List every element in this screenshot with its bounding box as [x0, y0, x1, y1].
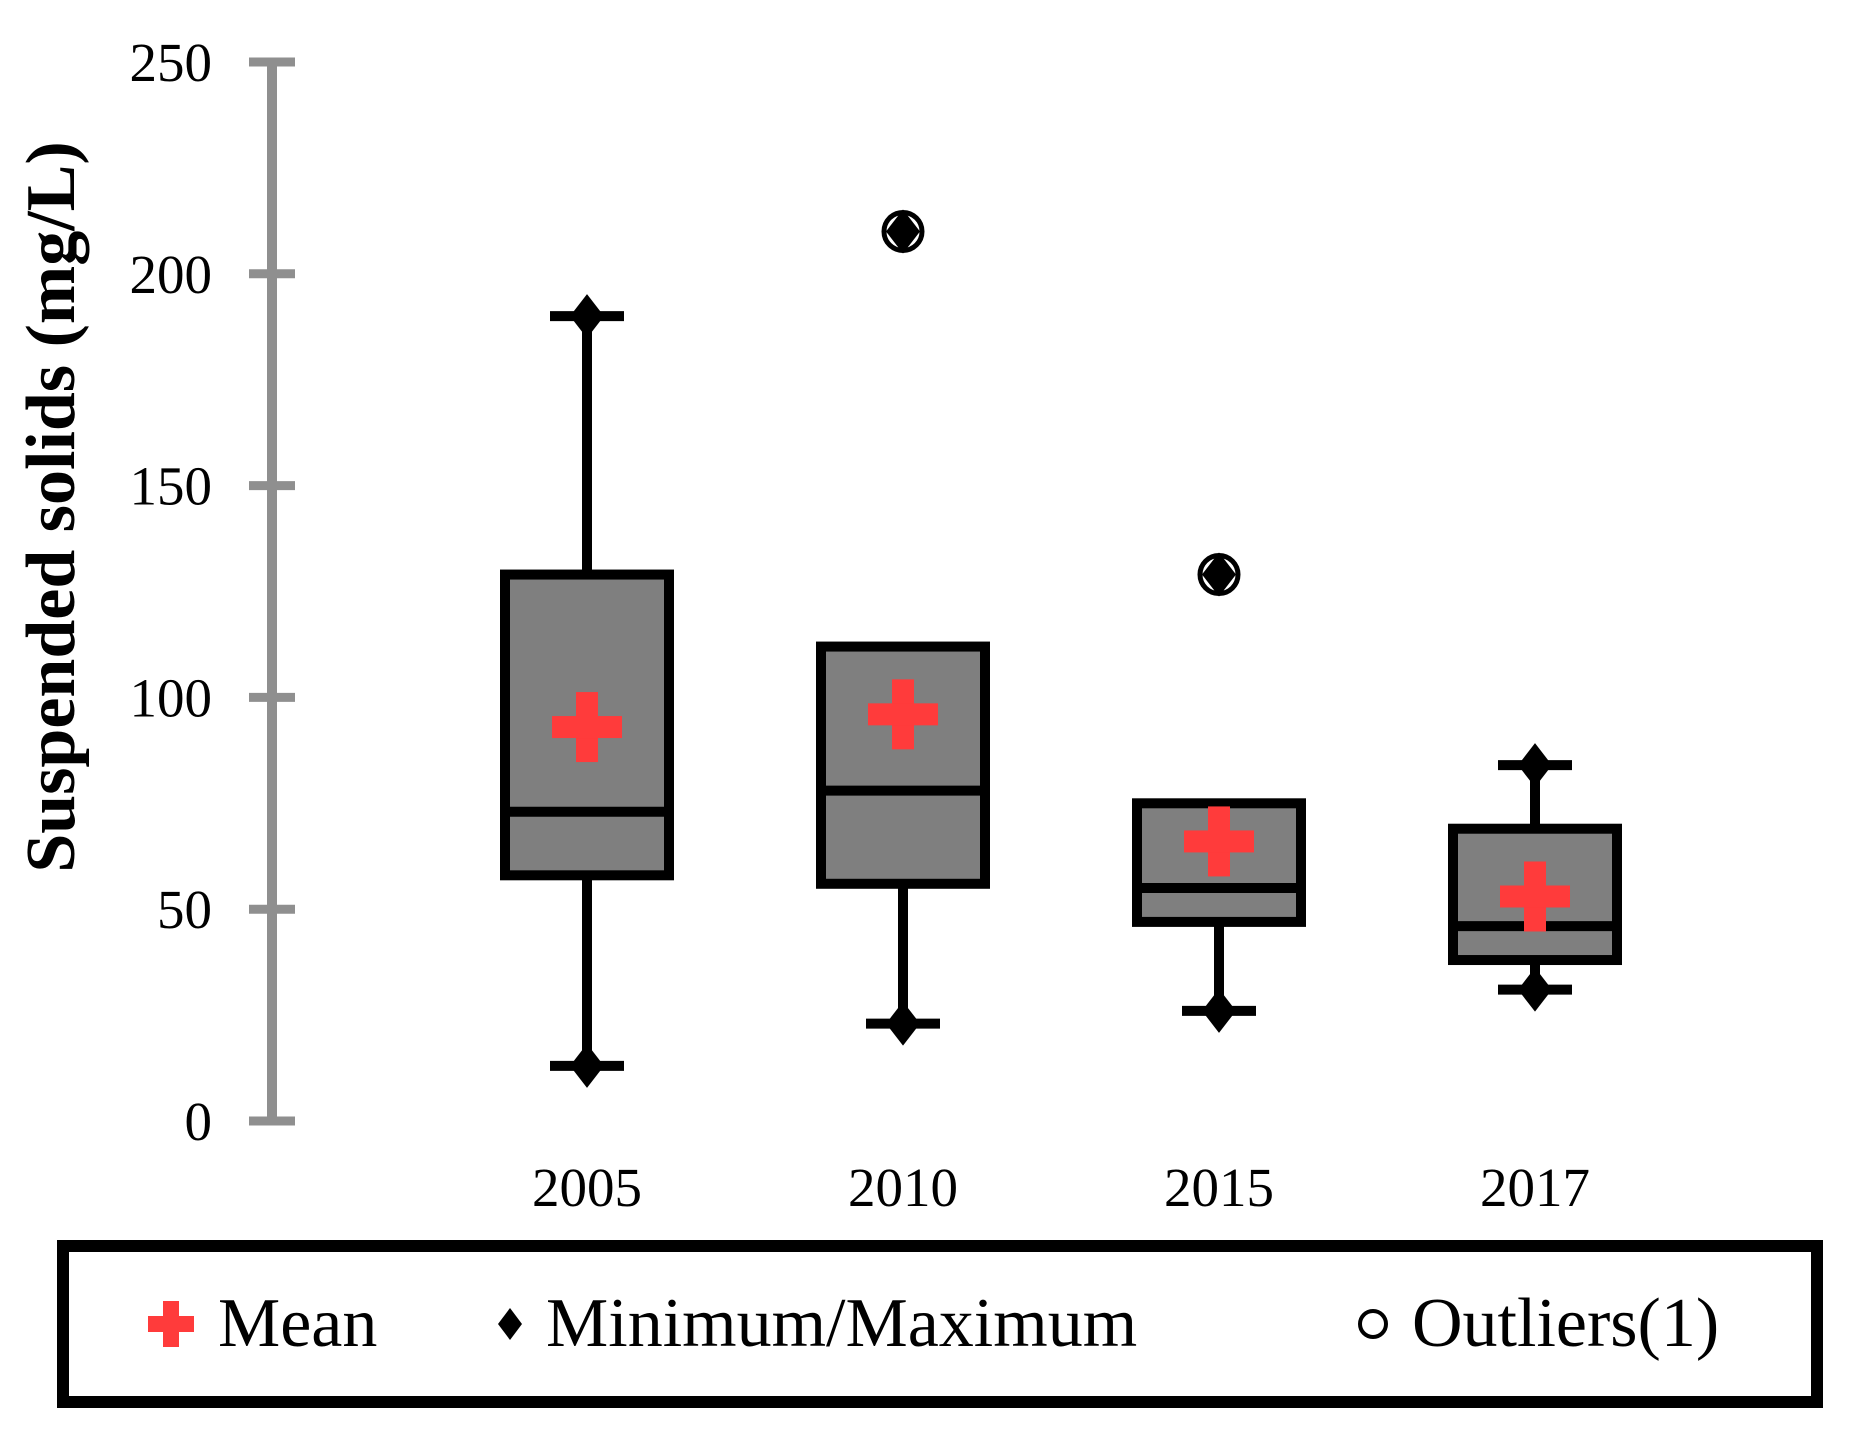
minimum-diamond-marker — [1518, 967, 1552, 1012]
y-tick-label: 250 — [130, 32, 213, 93]
mean-marker — [552, 716, 622, 739]
legend-item-min-max: Minimum/Maximum — [498, 1252, 1137, 1396]
y-tick-label: 100 — [130, 667, 213, 728]
mean-plus-icon — [148, 1301, 194, 1347]
y-axis-title: Suspended solids (mg/L) — [13, 141, 90, 873]
maximum-diamond-marker — [570, 294, 604, 339]
x-category-label: 2017 — [1480, 1157, 1590, 1218]
diamond-icon — [498, 1308, 522, 1340]
outlier-diamond-marker — [1202, 552, 1236, 597]
x-category-label: 2015 — [1164, 1157, 1274, 1218]
mean-marker — [1500, 885, 1570, 908]
legend-label-min-max: Minimum/Maximum — [546, 1285, 1138, 1362]
outlier-diamond-marker — [886, 209, 920, 254]
legend-label-mean: Mean — [218, 1285, 378, 1362]
x-category-label: 2010 — [848, 1157, 958, 1218]
y-tick-label: 50 — [157, 879, 212, 940]
minimum-diamond-marker — [570, 1043, 604, 1088]
mean-marker — [1184, 830, 1254, 853]
legend-item-outliers: Outliers(1) — [1358, 1252, 1719, 1396]
y-tick-label: 0 — [185, 1091, 213, 1152]
legend-box: Mean Minimum/Maximum Outliers(1) — [57, 1240, 1823, 1408]
mean-marker — [868, 703, 938, 726]
minimum-diamond-marker — [1202, 988, 1236, 1033]
maximum-diamond-marker — [1518, 743, 1552, 788]
legend-label-outliers: Outliers(1) — [1412, 1285, 1720, 1362]
y-tick-label: 200 — [130, 244, 213, 305]
y-tick-label: 150 — [130, 456, 213, 517]
legend-item-mean: Mean — [148, 1252, 377, 1396]
open-circle-icon — [1358, 1309, 1388, 1339]
minimum-diamond-marker — [886, 1001, 920, 1046]
x-category-label: 2005 — [532, 1157, 642, 1218]
